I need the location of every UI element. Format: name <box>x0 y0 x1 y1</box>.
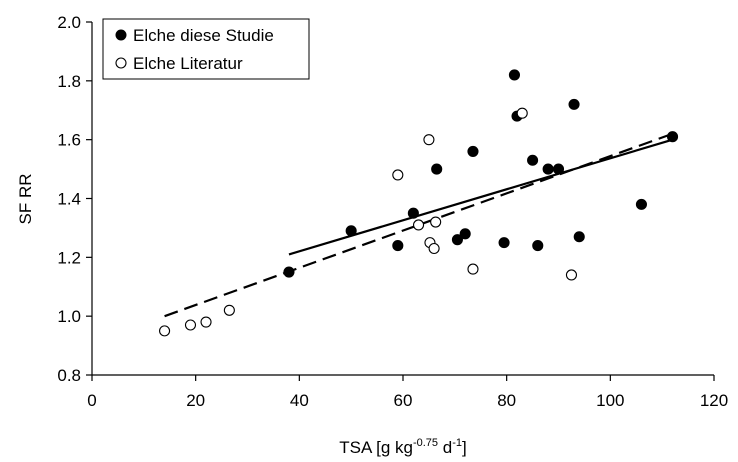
data-point-series-2 <box>184 319 197 331</box>
data-point-series-2 <box>412 219 425 231</box>
data-point-series-1 <box>407 207 419 219</box>
y-tick-label: 1.6 <box>57 131 81 150</box>
legend-marker-open <box>115 57 127 69</box>
x-axis-title-end: ] <box>462 438 467 457</box>
x-tick-label: 120 <box>700 391 728 410</box>
data-point-series-1 <box>459 228 471 240</box>
data-point-series-1 <box>527 154 539 166</box>
data-point-series-1 <box>345 225 357 237</box>
data-point-series-1 <box>666 131 679 143</box>
data-point-series-1 <box>573 231 585 243</box>
data-point-series-1 <box>498 237 510 249</box>
data-point-series-2 <box>430 216 442 228</box>
legend-marker-filled <box>115 29 127 41</box>
data-point-series-1 <box>552 163 565 175</box>
x-tick-label: 80 <box>497 391 516 410</box>
data-point-series-1 <box>451 234 463 246</box>
data-point-series-1 <box>392 240 404 252</box>
data-point-series-2 <box>467 263 479 275</box>
x-axis-title-main: TSA [g kg <box>339 438 413 457</box>
data-point-series-2 <box>392 169 404 181</box>
data-point-series-1 <box>283 266 295 278</box>
x-axis-title: TSA [g kg-0.75 d-1] <box>339 437 466 457</box>
data-point-series-1 <box>532 240 544 252</box>
data-point-series-1 <box>508 69 520 81</box>
y-ticks: 0.8 1.0 1.2 1.4 1.6 1.8 2.0 <box>57 13 92 385</box>
legend-label-series-1: Elche diese Studie <box>133 26 274 45</box>
trendline-series-2 <box>164 132 673 318</box>
y-tick-label: 1.0 <box>57 307 81 326</box>
data-point-series-1 <box>467 145 479 157</box>
data-point-series-1 <box>542 163 554 175</box>
data-point-series-2 <box>159 325 171 337</box>
y-tick-label: 1.8 <box>57 72 81 91</box>
x-axis-title-mid: d <box>438 438 452 457</box>
x-tick-label: 40 <box>290 391 309 410</box>
data-point-series-2 <box>200 316 212 328</box>
legend-label-series-2: Elche Literatur <box>133 54 243 73</box>
data-point-series-1 <box>431 163 443 175</box>
y-axis-title: SF RR <box>16 174 35 225</box>
data-point-series-1 <box>635 198 647 210</box>
y-tick-label: 1.4 <box>57 190 81 209</box>
axes: 0 20 40 60 80 100 120 0.8 1.0 1.2 1.4 1.6 1.8 2.0 <box>57 13 728 410</box>
x-tick-label: 100 <box>596 391 624 410</box>
data-point-series-2 <box>565 269 578 281</box>
legend-box <box>102 18 310 80</box>
y-tick-label: 2.0 <box>57 13 81 32</box>
data-point-series-2 <box>423 134 435 146</box>
data-point-series-1 <box>568 98 580 110</box>
data-point-series-2 <box>223 304 235 316</box>
legend: Elche diese Studie Elche Literatur <box>102 18 310 80</box>
trendline-series-1 <box>288 138 673 256</box>
x-axis-title-exp1: -0.75 <box>413 437 438 449</box>
y-tick-label: 0.8 <box>57 366 81 385</box>
data-points <box>159 69 679 337</box>
x-tick-label: 20 <box>186 391 205 410</box>
x-ticks: 0 20 40 60 80 100 120 <box>87 375 728 410</box>
data-point-series-2 <box>516 107 528 119</box>
x-axis-title-exp2: -1 <box>452 437 462 449</box>
y-tick-label: 1.2 <box>57 248 81 267</box>
x-tick-label: 0 <box>87 391 96 410</box>
x-tick-label: 60 <box>394 391 413 410</box>
data-point-series-2 <box>428 242 440 255</box>
